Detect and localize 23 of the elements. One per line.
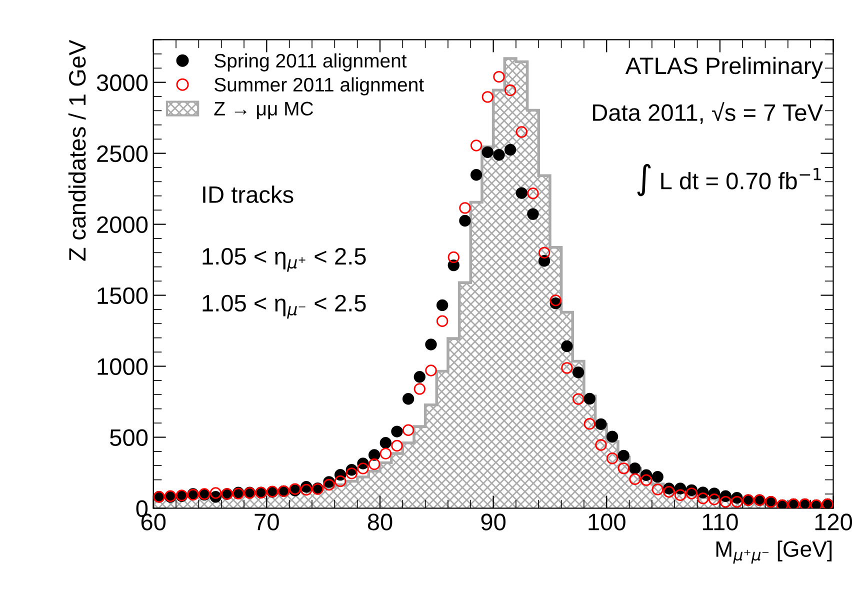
x-axis-title: M$_{μ⁺μ⁻}$ [GeV] [716, 540, 832, 564]
legend-label: Summer 2011 alignment [214, 77, 424, 96]
legend-label: Z → μμ MC [214, 102, 314, 120]
y-tick-label: 2000 [97, 216, 148, 234]
y-tick-label: 3000 [96, 74, 148, 92]
y-tick-label: 2500 [97, 145, 148, 162]
y-tick-label: 500 [110, 429, 148, 446]
y-tick-label: 1500 [98, 287, 148, 304]
annotation: ID tracks [203, 186, 294, 204]
y-axis-title: Z candidates / 1 GeV [68, 40, 86, 261]
x-tick-label: 110 [702, 514, 738, 530]
y-tick-label: 1000 [98, 358, 148, 376]
annotation: 1.05 < η$_{μ⁺}$ < 2.5 [202, 248, 366, 272]
x-tick-label: 70 [254, 514, 279, 530]
x-tick-label: 120 [815, 514, 852, 530]
annotation: ATLAS Preliminary [625, 56, 824, 79]
x-tick-label: 80 [368, 514, 392, 530]
annotation: ∫ L dt = 0.70 fb$^{−1}$ [637, 164, 821, 196]
x-tick-label: 90 [481, 514, 506, 530]
annotation: Data 2011, √s = 7 TeV [593, 102, 823, 124]
x-tick-label: 100 [588, 514, 626, 530]
legend-label: Spring 2011 alignment [214, 53, 407, 72]
annotation: 1.05 < η$_{μ⁻}$ < 2.5 [202, 294, 366, 319]
